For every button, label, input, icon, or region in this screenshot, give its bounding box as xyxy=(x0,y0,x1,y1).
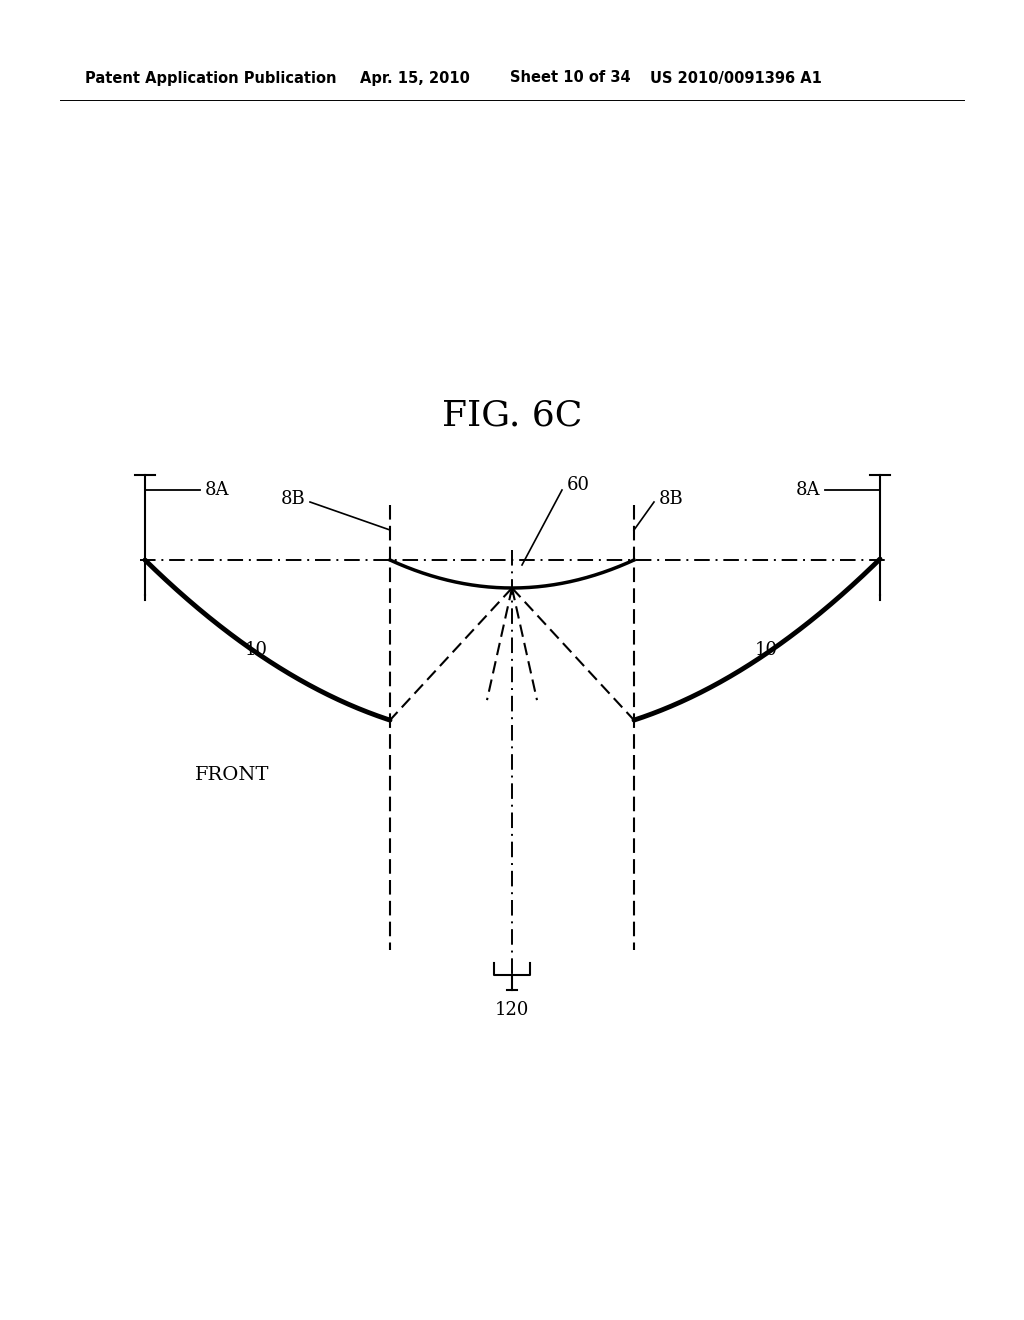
Text: 10: 10 xyxy=(245,642,268,659)
Text: 60: 60 xyxy=(567,477,590,494)
Text: 8B: 8B xyxy=(659,490,684,508)
Text: Sheet 10 of 34: Sheet 10 of 34 xyxy=(510,70,631,86)
Text: FRONT: FRONT xyxy=(195,766,269,784)
Text: US 2010/0091396 A1: US 2010/0091396 A1 xyxy=(650,70,822,86)
Text: 8B: 8B xyxy=(281,490,305,508)
Text: Apr. 15, 2010: Apr. 15, 2010 xyxy=(360,70,470,86)
Text: 8A: 8A xyxy=(205,480,229,499)
Text: FIG. 6C: FIG. 6C xyxy=(441,399,583,432)
Text: 120: 120 xyxy=(495,1001,529,1019)
Text: Patent Application Publication: Patent Application Publication xyxy=(85,70,337,86)
Text: 8A: 8A xyxy=(796,480,820,499)
Text: 10: 10 xyxy=(755,642,778,659)
